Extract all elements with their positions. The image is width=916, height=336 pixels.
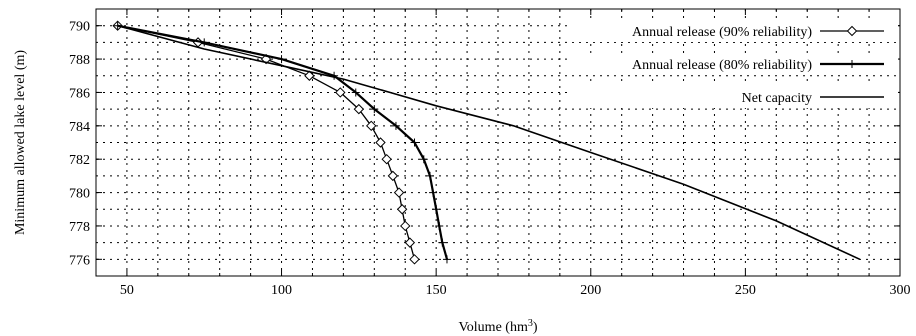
legend-background — [570, 20, 898, 42]
series-point — [393, 187, 405, 198]
series-point — [400, 220, 411, 232]
y-tick-label: 780 — [69, 187, 90, 202]
grid — [96, 9, 900, 276]
series-point — [409, 254, 420, 265]
series-point — [410, 138, 419, 147]
legend-label: Net capacity — [742, 91, 812, 106]
legend-entry: Net capacity — [570, 86, 898, 108]
series-point — [375, 137, 386, 148]
series-point — [366, 120, 377, 132]
series-layer — [112, 20, 861, 265]
series-line — [117, 24, 861, 261]
y-axis-title: Minimum allowed lake level (m) — [13, 50, 28, 235]
y-axis: 776 778 780 782 784 786 788 790 — [69, 20, 900, 268]
x-axis-title: Volume (hm3) — [458, 318, 537, 336]
series-point — [435, 221, 444, 230]
x-tick-label: 150 — [426, 283, 447, 298]
series-point — [335, 87, 346, 98]
y-tick-label: 786 — [69, 86, 90, 101]
legend-marker — [846, 25, 858, 37]
series-point — [404, 237, 416, 248]
x-axis: 50 100 150 200 250 300 — [120, 9, 911, 298]
y-tick-label: 790 — [69, 20, 90, 35]
legend-marker — [848, 60, 856, 68]
series-point — [438, 238, 447, 247]
series-point — [425, 171, 434, 180]
x-tick-label: 250 — [735, 283, 756, 298]
series-point — [419, 155, 428, 164]
legend-entry: Annual release (80% reliability) — [570, 53, 898, 75]
x-axis-title-superscript: 3 — [528, 318, 533, 329]
series-point — [370, 105, 379, 114]
legend-background — [570, 53, 898, 75]
x-axis-title-main: Volume (hm — [458, 320, 527, 335]
series-point — [304, 70, 315, 81]
x-axis-title-close: ) — [533, 320, 538, 335]
series-point — [396, 204, 408, 215]
x-tick-label: 50 — [120, 283, 134, 298]
series-point — [432, 205, 441, 214]
legend-background — [570, 86, 898, 108]
y-tick-label: 788 — [69, 53, 90, 68]
series-point — [277, 55, 286, 64]
x-tick-label: 200 — [580, 283, 601, 298]
series-point — [387, 170, 399, 182]
series-point — [391, 121, 400, 130]
legend: Annual release (90% reliability) Annual r… — [570, 20, 898, 108]
series-point — [200, 38, 209, 47]
legend-label: Annual release (80% reliability) — [632, 58, 812, 73]
legend-label: Annual release (90% reliability) — [632, 25, 812, 40]
x-tick-label: 300 — [890, 283, 911, 298]
legend-entry: Annual release (90% reliability) — [570, 20, 898, 42]
x-tick-label: 100 — [271, 283, 292, 298]
series-point — [351, 88, 360, 97]
series-point — [381, 153, 392, 165]
series-point — [442, 255, 451, 264]
y-tick-label: 784 — [69, 120, 90, 135]
series-2 — [117, 24, 861, 261]
series-1 — [113, 21, 451, 264]
series-point — [353, 103, 365, 115]
y-tick-label: 778 — [69, 220, 90, 235]
y-tick-label: 776 — [69, 253, 90, 268]
y-tick-label: 782 — [69, 153, 90, 168]
series-point — [429, 188, 438, 197]
